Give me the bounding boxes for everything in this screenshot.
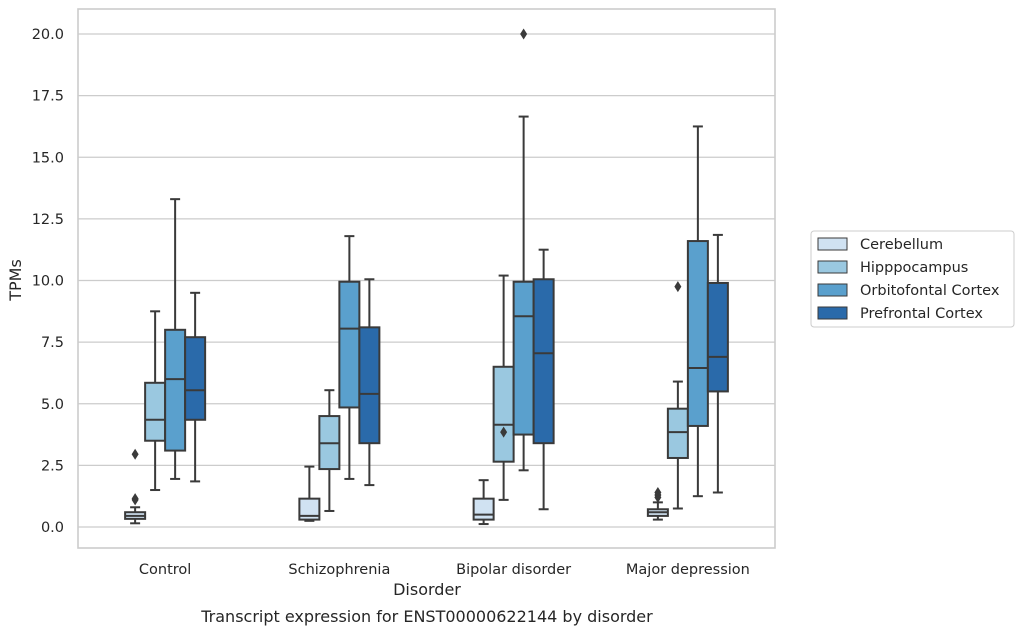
legend-swatch	[817, 306, 848, 320]
box-2-3	[532, 248, 555, 511]
legend-label: Cerebellum	[860, 237, 943, 253]
y-axis-label: TPMs	[6, 259, 25, 302]
box-2-2	[512, 28, 535, 472]
x-axis-label: Disorder	[393, 580, 461, 599]
box-3-1	[666, 281, 689, 510]
box-1-1	[318, 389, 341, 512]
box-body	[706, 281, 729, 393]
x-tick-label: Control	[139, 562, 191, 578]
legend-swatch	[817, 237, 848, 251]
box-2-1	[492, 274, 515, 501]
box-0-1	[144, 310, 167, 492]
y-tick-labels: 0.0 2.5 5.0 7.5 10.0 12.5 15.0 17.5 20.0	[32, 27, 64, 536]
y-tick-label: 10.0	[32, 274, 64, 290]
box-body	[144, 381, 167, 442]
plot-frame	[77, 8, 776, 549]
legend-label: Prefrontal Cortex	[860, 306, 983, 322]
box-body	[532, 278, 555, 445]
outlier-marker	[520, 28, 528, 40]
legend-label: Hipppocampus	[860, 260, 968, 276]
box-body	[472, 497, 495, 521]
y-tick-label: 2.5	[41, 458, 64, 474]
box-2-0	[472, 479, 495, 526]
box-0-3	[184, 291, 207, 483]
box-body	[184, 336, 207, 421]
box-body	[492, 365, 515, 463]
outlier-marker	[131, 448, 139, 460]
legend-swatch	[817, 283, 848, 297]
legend-label: Orbitofontal Cortex	[860, 283, 1000, 299]
box-0-0	[124, 448, 147, 525]
box-body	[666, 407, 689, 459]
box-3-3	[706, 233, 729, 494]
legend: Cerebellum Hipppocampus Orbitofontal Corte…	[810, 230, 1015, 328]
box-0-2	[164, 198, 187, 480]
y-tick-label: 5.0	[41, 397, 64, 413]
box-body	[512, 280, 535, 436]
y-tick-label: 12.5	[32, 212, 64, 228]
legend-frame	[810, 230, 1015, 328]
outlier-marker	[674, 281, 682, 293]
y-tick-label: 0.0	[41, 520, 64, 536]
box-1-3	[358, 278, 381, 487]
figure-caption: Transcript expression for ENST0000062214…	[200, 607, 653, 626]
box-body	[338, 280, 361, 409]
box-3-2	[686, 125, 709, 498]
box-body	[298, 497, 321, 521]
x-tick-label: Major depression	[626, 562, 750, 578]
box-body	[164, 328, 187, 452]
y-tick-label: 15.0	[32, 150, 64, 166]
outlier-marker	[500, 426, 508, 438]
y-tick-label: 7.5	[41, 335, 64, 351]
box-3-0	[646, 486, 669, 521]
y-tick-label: 20.0	[32, 27, 64, 43]
box-plots	[124, 28, 729, 526]
box-1-0	[298, 465, 321, 522]
outlier-marker	[654, 486, 662, 498]
legend-swatch	[817, 260, 848, 274]
box-1-2	[338, 235, 361, 480]
y-tick-label: 17.5	[32, 89, 64, 105]
box-body	[686, 240, 709, 427]
outlier-marker	[131, 493, 139, 505]
box-body	[358, 326, 381, 445]
x-tick-label: Bipolar disorder	[456, 562, 571, 578]
x-tick-label: Schizophrenia	[288, 562, 390, 578]
x-tick-labels: Control Schizophrenia Bipolar disorder Majo…	[139, 562, 750, 578]
